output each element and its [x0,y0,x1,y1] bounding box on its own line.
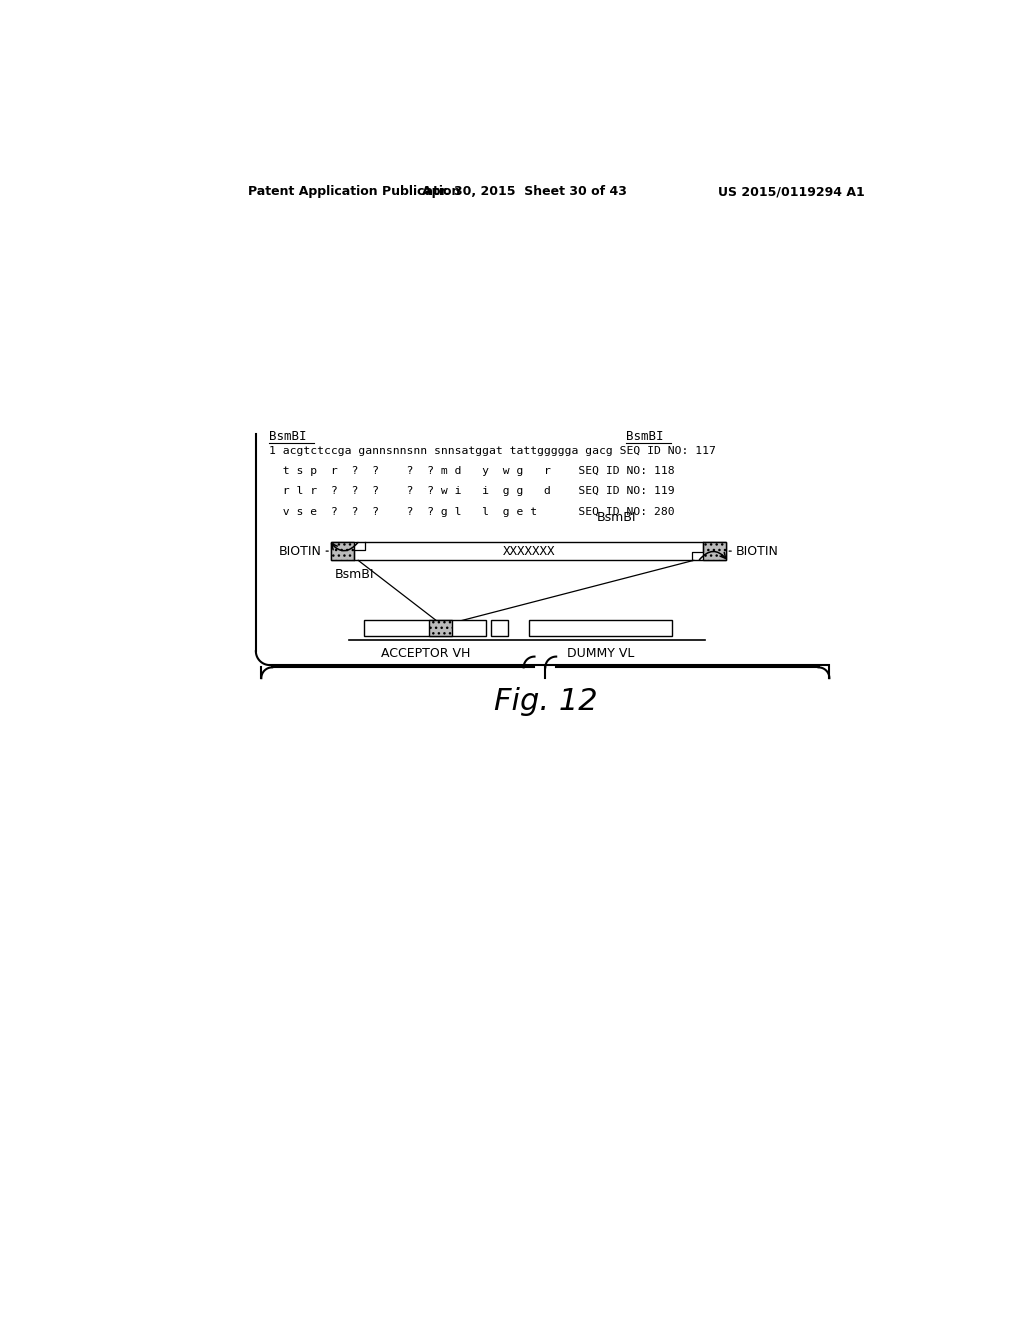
Bar [490,620,508,636]
Text: BsmBI: BsmBI [335,568,375,581]
Text: t s p  r  ?  ?    ?  ? m d   y  w g   r    SEQ ID NO: 118: t s p r ? ? ? ? m d y w g r SEQ ID NO: 1… [269,466,675,477]
Text: XXXXXXX: XXXXXXX [503,545,555,557]
Text: Apr. 30, 2015  Sheet 30 of 43: Apr. 30, 2015 Sheet 30 of 43 [422,185,628,198]
Text: ACCEPTOR VH: ACCEPTOR VH [381,647,470,660]
Text: 1 acgtctccga gannsnnsnn snnsatggat tattggggga gacg SEQ ID NO: 117: 1 acgtctccga gannsnnsnn snnsatggat tattg… [269,446,716,455]
Text: v s e  ?  ?  ?    ?  ? g l   l  g e t      SEQ ID NO: 280: v s e ? ? ? ? ? g l l g e t SEQ ID NO: 2… [269,507,675,517]
Text: BsmBI: BsmBI [626,430,664,444]
Bar [703,543,726,561]
Bar [331,543,354,561]
Bar [529,620,672,636]
Bar [331,543,726,561]
Text: BsmBI: BsmBI [269,430,306,444]
Text: r l r  ?  ?  ?    ?  ? w i   i  g g   d    SEQ ID NO: 119: r l r ? ? ? ? ? w i i g g d SEQ ID NO: 1… [269,487,675,496]
Text: Patent Application Publication: Patent Application Publication [248,185,461,198]
Bar [365,620,486,636]
Text: BIOTIN: BIOTIN [279,545,322,557]
Text: US 2015/0119294 A1: US 2015/0119294 A1 [718,185,864,198]
Text: DUMMY VL: DUMMY VL [567,647,635,660]
Bar [429,620,452,636]
Text: BsmBI: BsmBI [597,511,636,524]
Text: Fig. 12: Fig. 12 [494,688,597,717]
Text: BIOTIN: BIOTIN [735,545,778,557]
